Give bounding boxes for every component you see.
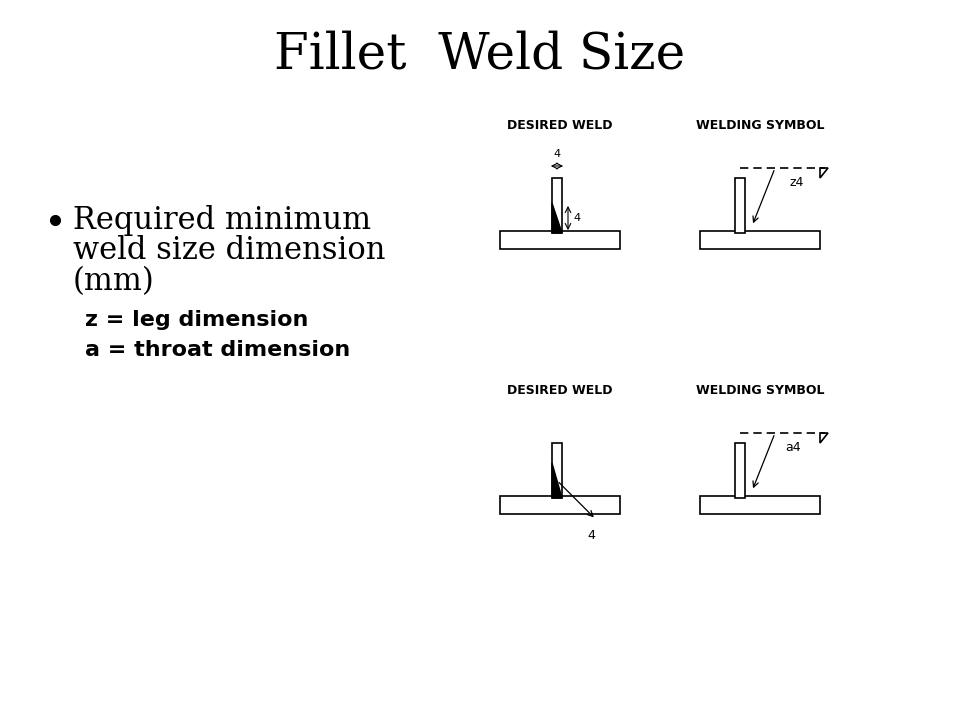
Text: a = throat dimension: a = throat dimension <box>85 340 350 360</box>
Text: WELDING SYMBOL: WELDING SYMBOL <box>696 119 825 132</box>
Text: z = leg dimension: z = leg dimension <box>85 310 308 330</box>
Text: 4: 4 <box>573 213 580 223</box>
Text: WELDING SYMBOL: WELDING SYMBOL <box>696 384 825 397</box>
Text: DESIRED WELD: DESIRED WELD <box>507 384 612 397</box>
Text: Fillet  Weld Size: Fillet Weld Size <box>275 30 685 80</box>
Bar <box>500 231 620 249</box>
Bar <box>735 443 745 498</box>
Text: (mm): (mm) <box>73 266 155 297</box>
Bar <box>552 443 562 498</box>
Text: z4: z4 <box>790 176 804 189</box>
Text: DESIRED WELD: DESIRED WELD <box>507 119 612 132</box>
Bar <box>500 496 620 514</box>
Polygon shape <box>820 433 828 443</box>
Text: a4: a4 <box>785 441 801 454</box>
Polygon shape <box>820 168 828 178</box>
Bar <box>552 178 562 233</box>
Polygon shape <box>552 203 562 233</box>
Text: 4: 4 <box>553 149 561 159</box>
Text: weld size dimension: weld size dimension <box>73 235 386 266</box>
Text: 4: 4 <box>587 529 595 542</box>
Text: Required minimum: Required minimum <box>73 204 372 235</box>
Polygon shape <box>552 463 562 498</box>
Bar <box>700 496 820 514</box>
Bar <box>735 178 745 233</box>
Bar <box>700 231 820 249</box>
